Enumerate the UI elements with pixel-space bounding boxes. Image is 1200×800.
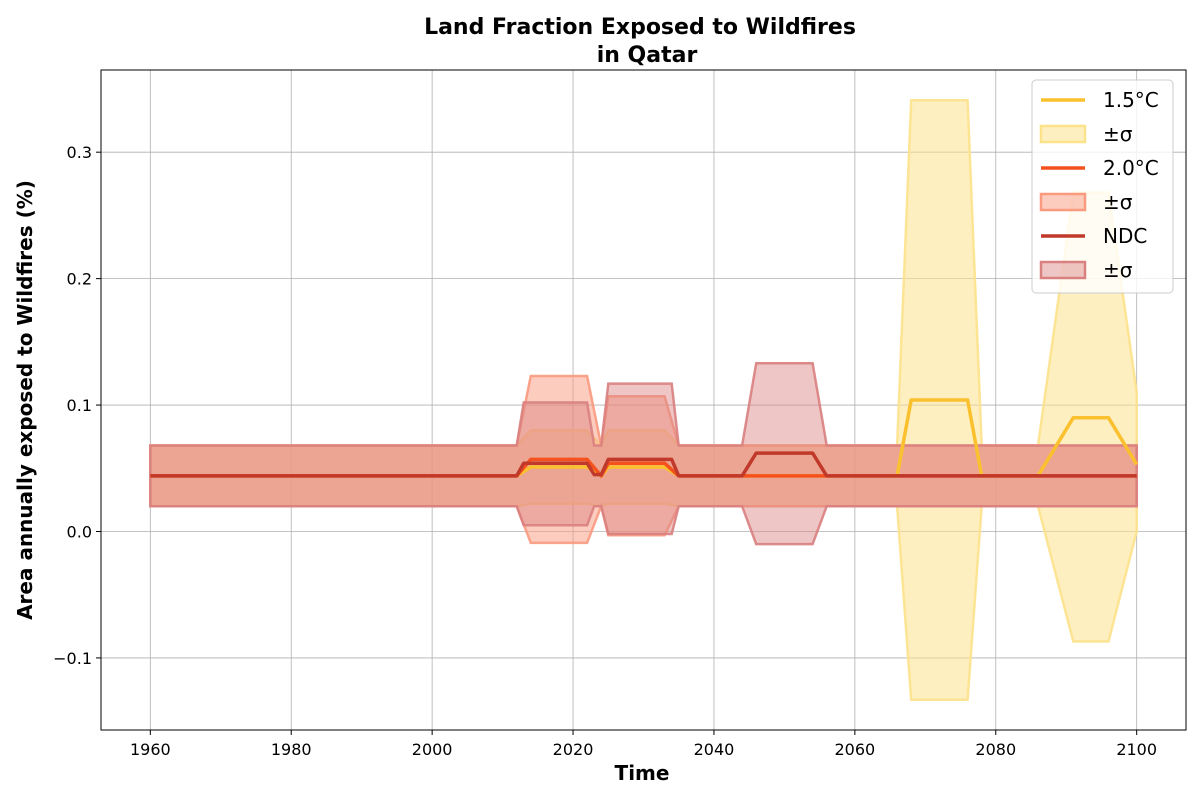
legend-band-label-2: ±σ: [1103, 258, 1133, 282]
y-tick-label: 0.2: [67, 270, 92, 289]
grid-lines: [101, 70, 1186, 730]
y-axis-ticks: −0.1 0.0 0.1 0.2 0.3: [53, 143, 101, 668]
x-tick-label: 2020: [553, 740, 594, 759]
legend-band-label-0: ±σ: [1103, 122, 1133, 146]
x-tick-label: 2100: [1116, 740, 1157, 759]
line-series-2: [150, 451, 1137, 478]
legend-band-2: [1039, 260, 1087, 280]
band-series-2: [149, 362, 1138, 546]
x-tick-label: 1980: [271, 740, 312, 759]
y-tick-label: −0.1: [53, 649, 92, 668]
legend-band-label-1: ±σ: [1103, 190, 1133, 214]
y-tick-label: 0.0: [67, 522, 92, 541]
x-tick-label: 2000: [412, 740, 453, 759]
legend-band-0: [1039, 124, 1087, 144]
x-axis-ticks: 1960 1980 2000 2020 2040 2060 2080 2100: [130, 730, 1157, 759]
legend-band-1: [1039, 192, 1087, 212]
plot-frame: [100, 69, 1187, 731]
chart-title: Land Fraction Exposed to Wildfires: [424, 15, 856, 40]
legend-label-0: 1.5°C: [1103, 88, 1159, 112]
legend-label-1: 2.0°C: [1103, 156, 1159, 180]
legend: 1.5°C ±σ 2.0°C ±σ NDC ±σ: [1031, 79, 1174, 294]
y-axis-label: Area annually exposed to Wildfires (%): [13, 180, 37, 620]
y-tick-label: 0.1: [67, 396, 92, 415]
x-tick-label: 1960: [130, 740, 171, 759]
x-tick-label: 2060: [835, 740, 876, 759]
x-tick-label: 2080: [975, 740, 1016, 759]
x-tick-label: 2040: [694, 740, 735, 759]
chart-subtitle: in Qatar: [597, 43, 698, 68]
series-lines: [150, 398, 1139, 478]
x-axis-label: Time: [615, 761, 670, 785]
y-tick-label: 0.3: [67, 143, 92, 162]
legend-label-2: NDC: [1103, 224, 1147, 248]
